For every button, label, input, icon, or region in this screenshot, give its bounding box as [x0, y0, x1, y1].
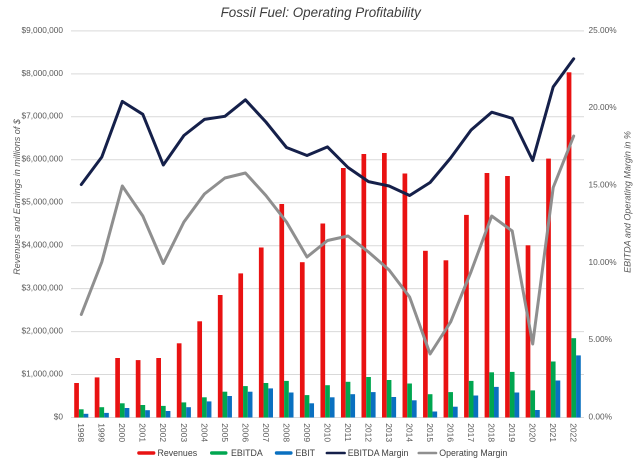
svg-text:2015: 2015 [425, 423, 435, 442]
svg-text:2010: 2010 [322, 423, 332, 442]
svg-text:2011: 2011 [343, 423, 353, 442]
svg-text:Operating Margin: Operating Margin [439, 448, 507, 458]
svg-text:2008: 2008 [281, 423, 291, 442]
svg-text:2004: 2004 [199, 423, 209, 442]
svg-text:$7,000,000: $7,000,000 [21, 111, 63, 121]
svg-text:$5,000,000: $5,000,000 [21, 197, 63, 207]
svg-text:2022: 2022 [569, 423, 579, 442]
svg-text:EBITDA: EBITDA [231, 448, 263, 458]
svg-text:5.00%: 5.00% [589, 334, 613, 344]
svg-text:$8,000,000: $8,000,000 [21, 68, 63, 78]
svg-text:1999: 1999 [97, 423, 107, 442]
svg-text:25.00%: 25.00% [589, 25, 618, 35]
svg-text:2021: 2021 [548, 423, 558, 442]
svg-text:$6,000,000: $6,000,000 [21, 154, 63, 164]
svg-text:2006: 2006 [240, 423, 250, 442]
svg-text:$4,000,000: $4,000,000 [21, 240, 63, 250]
svg-text:$2,000,000: $2,000,000 [21, 326, 63, 336]
svg-text:$0: $0 [54, 411, 64, 421]
svg-text:20.00%: 20.00% [589, 102, 618, 112]
svg-text:2020: 2020 [528, 423, 538, 442]
svg-text:0.00%: 0.00% [589, 411, 613, 421]
svg-text:2018: 2018 [487, 423, 497, 442]
svg-text:EBITDA Margin: EBITDA Margin [348, 448, 409, 458]
svg-text:2019: 2019 [507, 423, 517, 442]
svg-text:2014: 2014 [405, 423, 415, 442]
svg-text:Fossil Fuel: Operating Profita: Fossil Fuel: Operating Profitability [221, 5, 422, 20]
svg-text:2016: 2016 [446, 423, 456, 442]
svg-text:2009: 2009 [302, 423, 312, 442]
svg-text:2005: 2005 [220, 423, 230, 442]
svg-text:10.00%: 10.00% [589, 257, 618, 267]
svg-text:Revenues: Revenues [158, 448, 198, 458]
svg-text:$1,000,000: $1,000,000 [21, 368, 63, 378]
svg-text:2000: 2000 [117, 423, 127, 442]
svg-text:2013: 2013 [384, 423, 394, 442]
svg-text:EBIT: EBIT [296, 448, 316, 458]
svg-text:2012: 2012 [363, 423, 373, 442]
svg-text:Revenues and Earnings in milli: Revenues and Earnings in millions of $ [12, 118, 22, 275]
svg-text:2001: 2001 [138, 423, 148, 442]
svg-text:2007: 2007 [261, 423, 271, 442]
svg-text:2002: 2002 [158, 423, 168, 442]
svg-text:$3,000,000: $3,000,000 [21, 283, 63, 293]
svg-text:2003: 2003 [179, 423, 189, 442]
svg-text:1998: 1998 [76, 423, 86, 442]
svg-text:$9,000,000: $9,000,000 [21, 25, 63, 35]
svg-text:2017: 2017 [466, 423, 476, 442]
svg-text:EBITDA and Operating Margin in: EBITDA and Operating Margin in % [623, 131, 633, 273]
svg-text:15.00%: 15.00% [589, 179, 618, 189]
